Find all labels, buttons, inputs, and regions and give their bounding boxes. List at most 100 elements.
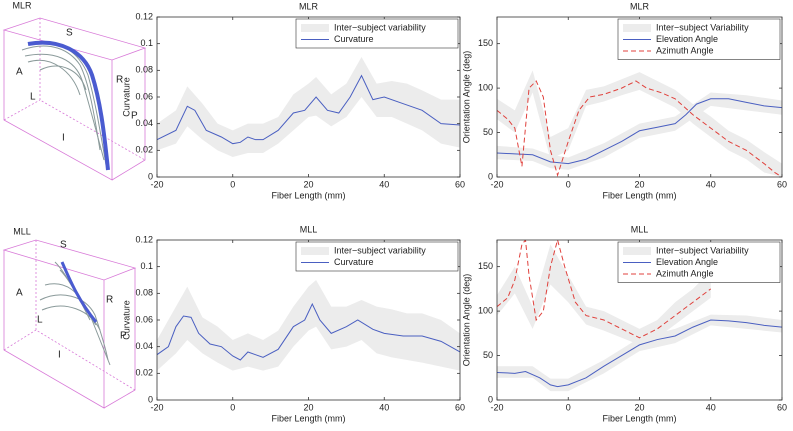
legend-label: Inter−subject Variability — [656, 22, 749, 32]
x-tick-label: -20 — [150, 179, 163, 189]
legend-label: Azimuth Angle — [656, 268, 714, 278]
y-tick-label: 0.08 — [135, 65, 153, 75]
legend-label: Curvature — [334, 257, 374, 267]
legend-swatch — [301, 247, 329, 255]
plot-area — [497, 70, 782, 177]
variability-band — [497, 314, 782, 392]
orientation-label: P — [120, 331, 127, 342]
y-tick-label: 0.02 — [135, 368, 153, 378]
y-tick-label: 150 — [478, 38, 493, 48]
orientation-label: A — [16, 67, 23, 78]
x-axis-label: Fiber Length (mm) — [271, 413, 345, 423]
orientation-label: I — [58, 350, 61, 361]
x-tick-label: 40 — [706, 402, 716, 412]
variability-band — [497, 70, 782, 177]
orientation-label: I — [62, 133, 65, 144]
x-tick-label: 20 — [303, 179, 313, 189]
rendering-title: MLL — [13, 226, 31, 236]
legend-swatch — [623, 24, 651, 32]
y-tick-label: 150 — [478, 261, 493, 271]
x-tick-label: 20 — [303, 402, 313, 412]
orientation-label: L — [30, 92, 36, 103]
y-tick-label: 0.06 — [135, 314, 153, 324]
y-tick-label: 0 — [148, 394, 153, 404]
legend-box — [295, 241, 459, 272]
chart-title: MLR — [299, 1, 319, 11]
orientation-label: P — [131, 111, 138, 122]
y-tick-label: 0.04 — [135, 341, 153, 351]
legend-label: Elevation Angle — [656, 257, 718, 267]
legend-label: Inter−subject Variability — [656, 245, 749, 255]
y-tick-label: 0.1 — [140, 261, 153, 271]
rendering-mlr: MLR S A R L P I — [2, 0, 147, 181]
legend-label: Inter−subject variability — [334, 245, 426, 255]
x-tick-label: 0 — [230, 402, 235, 412]
x-tick-label: 60 — [777, 402, 787, 412]
x-tick-label: 0 — [230, 179, 235, 189]
x-axis-label: Fiber Length (mm) — [602, 190, 676, 200]
x-axis-label: Fiber Length (mm) — [602, 413, 676, 423]
legend-label: Elevation Angle — [656, 34, 718, 44]
y-tick-label: 0.12 — [135, 234, 153, 244]
x-tick-label: -20 — [150, 402, 163, 412]
rendering-title: MLR — [12, 0, 32, 10]
x-tick-label: 0 — [566, 402, 571, 412]
orientation-label: S — [66, 28, 73, 39]
y-tick-label: 50 — [483, 350, 493, 360]
rendering-mll: MLL S A R L P I — [2, 226, 137, 409]
orientation-label: A — [16, 288, 23, 299]
y-tick-label: 50 — [483, 127, 493, 137]
y-tick-label: 0 — [488, 171, 493, 181]
legend-label: Azimuth Angle — [656, 45, 714, 55]
x-tick-label: 20 — [634, 179, 644, 189]
x-tick-label: 40 — [706, 179, 716, 189]
plot-area — [157, 57, 460, 157]
data-line — [157, 74, 460, 145]
x-tick-label: -20 — [490, 179, 503, 189]
plot-area — [157, 280, 460, 371]
legend-swatch — [623, 247, 651, 255]
x-tick-label: 40 — [379, 402, 389, 412]
x-tick-label: 40 — [379, 179, 389, 189]
x-tick-label: 0 — [566, 179, 571, 189]
legend-label: Curvature — [334, 34, 374, 44]
data-line — [497, 98, 782, 165]
orientation-label: S — [60, 240, 67, 251]
data-line — [497, 319, 782, 388]
legend-label: Inter−subject variability — [334, 22, 426, 32]
data-line — [497, 240, 712, 339]
variability-band — [157, 57, 460, 157]
x-tick-label: 60 — [455, 402, 465, 412]
y-axis-label: Curvature — [121, 300, 131, 340]
y-tick-label: 0.12 — [135, 11, 153, 21]
y-axis-label: Orientation Angle (deg) — [461, 51, 471, 144]
chart-title: MLR — [630, 1, 650, 11]
y-tick-label: 0.04 — [135, 118, 153, 128]
x-tick-label: 60 — [777, 179, 787, 189]
data-line — [157, 302, 460, 361]
y-tick-label: 0.1 — [140, 38, 153, 48]
chart-title: MLL — [631, 224, 649, 234]
orientation-label: L — [37, 315, 43, 326]
x-tick-label: -20 — [490, 402, 503, 412]
y-tick-label: 0.06 — [135, 91, 153, 101]
x-tick-label: 60 — [455, 179, 465, 189]
plot-area — [497, 240, 782, 392]
legend-swatch — [301, 24, 329, 32]
x-axis-label: Fiber Length (mm) — [271, 190, 345, 200]
y-tick-label: 0 — [148, 171, 153, 181]
orientation-label: R — [106, 295, 113, 306]
y-axis-label: Curvature — [121, 77, 131, 117]
legend-box — [295, 18, 459, 49]
y-tick-label: 0.08 — [135, 288, 153, 298]
y-tick-label: 0 — [488, 394, 493, 404]
y-tick-label: 100 — [478, 305, 493, 315]
x-tick-label: 20 — [634, 402, 644, 412]
chart-title: MLL — [300, 224, 318, 234]
data-line — [497, 80, 782, 177]
orientation-label: R — [116, 75, 123, 86]
y-tick-label: 100 — [478, 82, 493, 92]
y-axis-label: Orientation Angle (deg) — [461, 274, 471, 367]
y-tick-label: 0.02 — [135, 145, 153, 155]
